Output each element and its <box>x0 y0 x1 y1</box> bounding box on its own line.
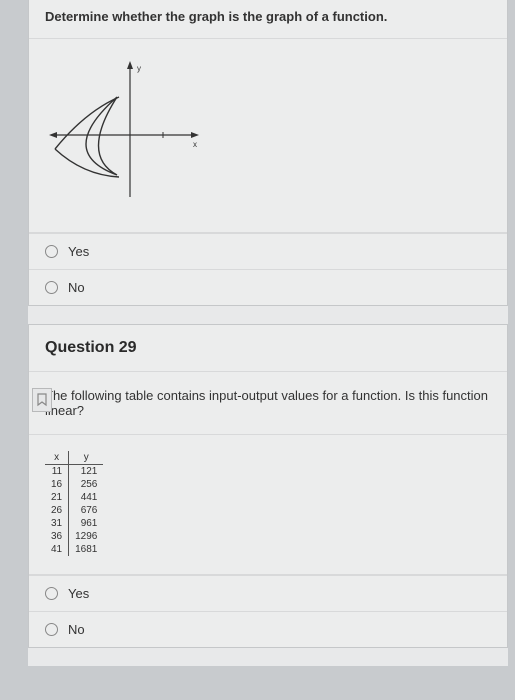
radio-icon <box>45 281 58 294</box>
table-cell: 1296 <box>69 530 104 543</box>
question-29-title: Question 29 <box>45 339 137 357</box>
table-row: 16256 <box>45 478 103 491</box>
question-29-table-zone: x y 111211625621441266763196136129641168… <box>29 435 507 575</box>
radio-icon <box>45 587 58 600</box>
option-label: Yes <box>68 244 89 259</box>
bookmark-icon <box>35 393 49 407</box>
table-row: 21441 <box>45 491 103 504</box>
table-cell: 11 <box>45 465 69 479</box>
radio-icon <box>45 245 58 258</box>
table-cell: 26 <box>45 504 69 517</box>
table-cell: 256 <box>69 478 104 491</box>
option-label: No <box>68 280 85 295</box>
io-table-body: 1112116256214412667631961361296411681 <box>45 465 103 557</box>
table-header-x: x <box>45 451 69 465</box>
table-cell: 121 <box>69 465 104 479</box>
table-cell: 36 <box>45 530 69 543</box>
table-cell: 1681 <box>69 543 104 556</box>
table-cell: 441 <box>69 491 104 504</box>
function-graph-svg: y x <box>45 57 205 207</box>
quiz-page: Determine whether the graph is the graph… <box>28 0 508 666</box>
table-row: 26676 <box>45 504 103 517</box>
q28-option-no[interactable]: No <box>29 269 507 305</box>
table-row: 411681 <box>45 543 103 556</box>
question-29-prompt: The following table contains input-outpu… <box>29 372 507 435</box>
question-29-card: Question 29 The following table contains… <box>28 324 508 648</box>
option-label: Yes <box>68 586 89 601</box>
q29-option-no[interactable]: No <box>29 611 507 647</box>
table-row: 11121 <box>45 465 103 479</box>
x-axis-label: x <box>193 140 197 149</box>
question-28-prompt: Determine whether the graph is the graph… <box>29 0 507 39</box>
table-cell: 21 <box>45 491 69 504</box>
io-table: x y 111211625621441266763196136129641168… <box>45 451 103 556</box>
table-cell: 31 <box>45 517 69 530</box>
question-29-header: Question 29 <box>29 325 507 372</box>
table-header-y: y <box>69 451 104 465</box>
y-axis-label: y <box>137 64 141 73</box>
q28-option-yes[interactable]: Yes <box>29 233 507 269</box>
table-cell: 41 <box>45 543 69 556</box>
question-28-graph: y x <box>29 39 507 233</box>
q29-option-yes[interactable]: Yes <box>29 575 507 611</box>
question-28-card: Determine whether the graph is the graph… <box>28 0 508 306</box>
table-row: 31961 <box>45 517 103 530</box>
table-cell: 961 <box>69 517 104 530</box>
flag-question-button[interactable] <box>32 388 52 412</box>
table-cell: 676 <box>69 504 104 517</box>
table-cell: 16 <box>45 478 69 491</box>
radio-icon <box>45 623 58 636</box>
table-row: 361296 <box>45 530 103 543</box>
option-label: No <box>68 622 85 637</box>
